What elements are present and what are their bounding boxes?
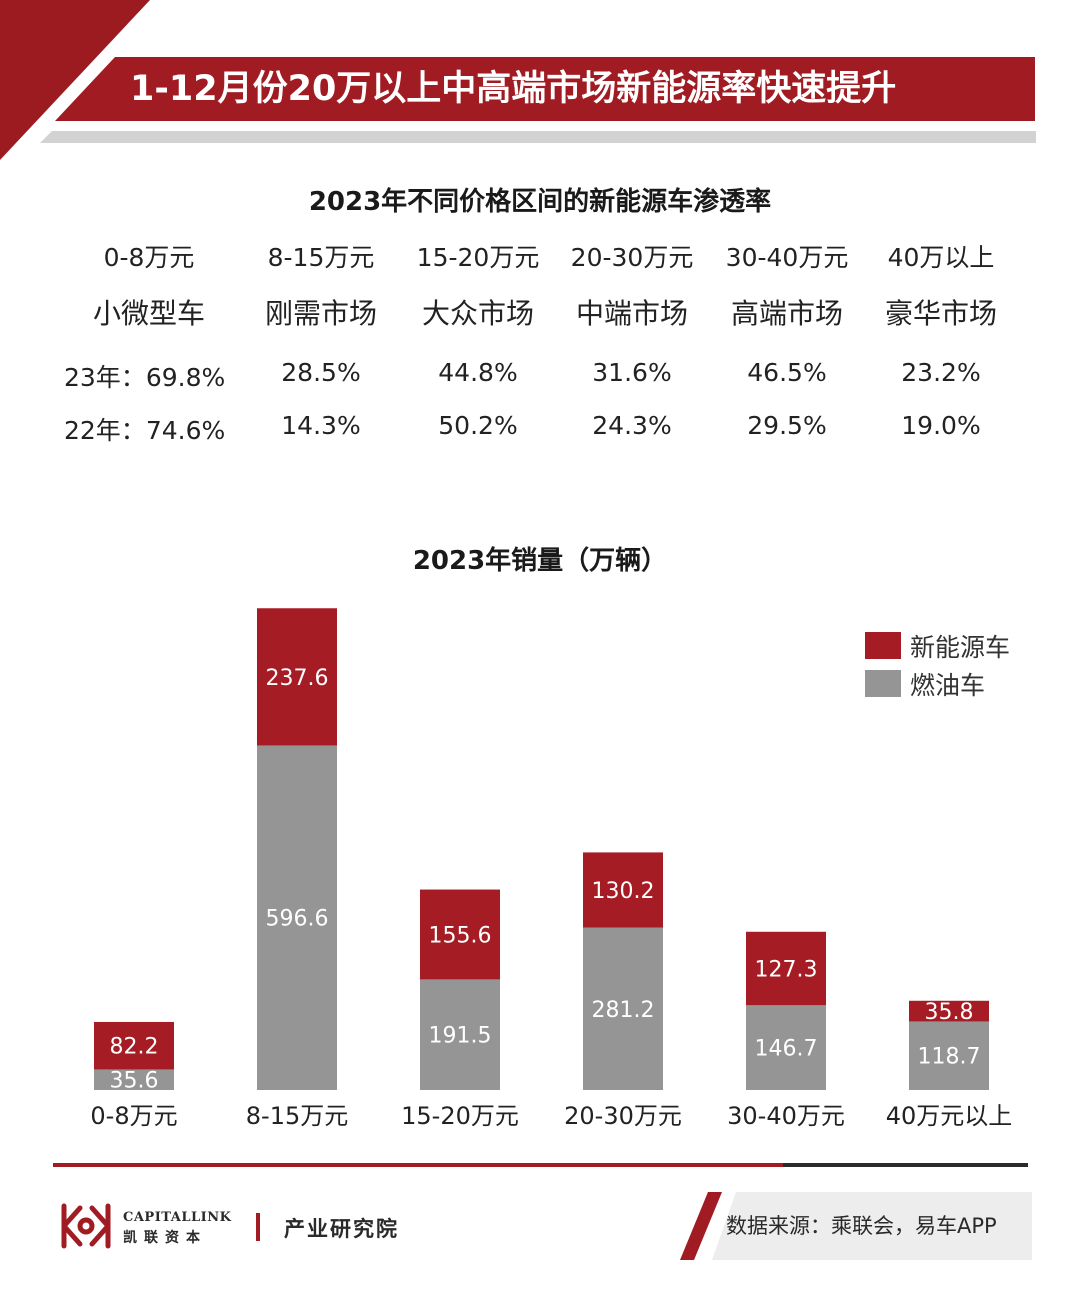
legend-swatch-fuel bbox=[865, 670, 901, 697]
bar-segment-nev bbox=[583, 852, 663, 928]
rate-value: 23.2% bbox=[901, 358, 981, 387]
rate-value: 14.3% bbox=[281, 411, 361, 440]
row-label-text: 22年： bbox=[64, 416, 146, 445]
bar-segment-nev bbox=[257, 608, 337, 746]
bar-segment-nev bbox=[420, 889, 500, 980]
footer-divider-dark bbox=[783, 1163, 1028, 1167]
logo-divider bbox=[256, 1213, 260, 1241]
legend-label-nev: 新能源车 bbox=[910, 633, 1010, 662]
logo-text-en: CAPITALLINK bbox=[123, 1210, 232, 1225]
range-header: 8-15万元 bbox=[267, 243, 375, 272]
penetration-title: 2023年不同价格区间的新能源车渗透率 bbox=[308, 187, 772, 217]
category-label: 30-40万元 bbox=[727, 1102, 845, 1130]
rate-value: 44.8% bbox=[438, 358, 518, 387]
header-banner bbox=[55, 57, 1035, 121]
row-label-2023: 23年：69.8% bbox=[64, 358, 254, 394]
category-label: 20-30万元 bbox=[564, 1102, 682, 1130]
rate-value: 19.0% bbox=[901, 411, 981, 440]
data-label-nev: 127.3 bbox=[755, 958, 818, 983]
segment-name: 中端市场 bbox=[575, 297, 688, 330]
bar-segment-nev bbox=[746, 931, 826, 1006]
data-label-fuel: 146.7 bbox=[755, 1037, 818, 1062]
data-label-nev: 35.8 bbox=[925, 1000, 974, 1025]
bar-segment-fuel bbox=[583, 927, 663, 1090]
row-label-2022: 22年：74.6% bbox=[64, 411, 254, 447]
rate-value: 46.5% bbox=[747, 358, 827, 387]
institute-name: 产业研究院 bbox=[284, 1217, 399, 1241]
data-label-fuel: 281.2 bbox=[592, 998, 655, 1023]
data-label-nev: 237.6 bbox=[266, 666, 329, 691]
rate-value: 69.8% bbox=[145, 363, 226, 392]
rate-value: 31.6% bbox=[592, 358, 672, 387]
range-header: 30-40万元 bbox=[725, 243, 849, 272]
footer-divider-red bbox=[53, 1163, 783, 1167]
data-label-fuel: 596.6 bbox=[266, 907, 329, 932]
data-source: 数据来源：乘联会，易车APP bbox=[726, 1214, 997, 1238]
legend-swatch-nev bbox=[865, 632, 901, 659]
segment-name: 小微型车 bbox=[92, 297, 205, 330]
rate-value: 28.5% bbox=[281, 358, 361, 387]
header-shadow bbox=[40, 131, 1036, 143]
data-label-nev: 82.2 bbox=[110, 1035, 159, 1060]
segment-name: 高端市场 bbox=[730, 297, 843, 330]
sales-chart: 35.6 82.2 0-8万元 596.6 237.6 8-15万元 191.5 155.6 1… bbox=[90, 608, 1013, 1130]
range-header: 15-20万元 bbox=[416, 243, 540, 272]
capitallink-logo-icon bbox=[61, 1203, 111, 1249]
logo-text-cn: 凯联资本 bbox=[123, 1230, 207, 1246]
segment-name: 大众市场 bbox=[421, 297, 534, 330]
bar-segment-fuel bbox=[746, 1005, 826, 1090]
bar-segment-fuel bbox=[257, 745, 337, 1090]
page-title: 1-12月份20万以上中高端市场新能源率快速提升 bbox=[130, 69, 897, 109]
rate-value: 24.3% bbox=[592, 411, 672, 440]
segment-name: 豪华市场 bbox=[884, 297, 997, 330]
row-label-text: 23年： bbox=[64, 363, 146, 392]
rate-value: 74.6% bbox=[145, 416, 226, 445]
bar-segment-fuel bbox=[94, 1069, 174, 1090]
category-label: 8-15万元 bbox=[246, 1102, 348, 1130]
data-label-fuel: 118.7 bbox=[918, 1045, 981, 1070]
chart-title: 2023年销量（万辆） bbox=[412, 546, 668, 576]
range-header: 40万以上 bbox=[887, 243, 995, 272]
data-label-fuel: 191.5 bbox=[429, 1024, 492, 1049]
range-header: 20-30万元 bbox=[570, 243, 694, 272]
segment-name: 刚需市场 bbox=[264, 297, 377, 330]
bar-segment-fuel bbox=[909, 1021, 989, 1090]
range-header: 0-8万元 bbox=[103, 243, 195, 272]
legend-label-fuel: 燃油车 bbox=[910, 671, 985, 700]
category-label: 0-8万元 bbox=[90, 1102, 177, 1130]
data-label-nev: 130.2 bbox=[592, 879, 655, 904]
rate-value: 50.2% bbox=[438, 411, 518, 440]
data-label-nev: 155.6 bbox=[429, 923, 492, 948]
bar-segment-nev bbox=[909, 1000, 989, 1022]
category-label: 15-20万元 bbox=[401, 1102, 519, 1130]
category-label: 40万元以上 bbox=[886, 1102, 1013, 1130]
source-box bbox=[712, 1192, 1032, 1260]
data-label-fuel: 35.6 bbox=[110, 1069, 159, 1094]
rate-value: 29.5% bbox=[747, 411, 827, 440]
bar-segment-nev bbox=[94, 1021, 174, 1070]
bar-segment-fuel bbox=[420, 979, 500, 1090]
